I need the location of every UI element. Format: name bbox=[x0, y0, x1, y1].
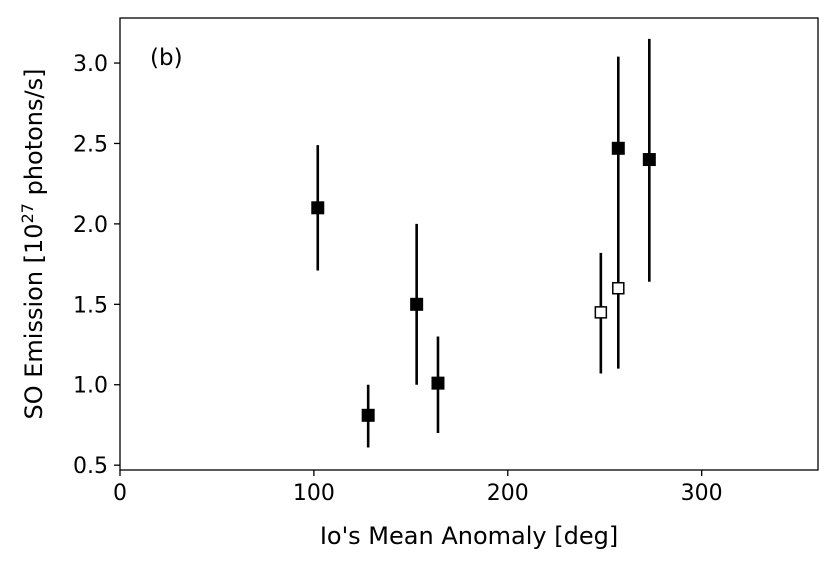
y-axis-label: SO Emission [1027 photons/s] bbox=[18, 69, 48, 420]
data-point-filled bbox=[410, 297, 424, 311]
data-marks bbox=[311, 38, 656, 448]
x-tick-label: 100 bbox=[293, 481, 335, 506]
y-axis-label-tail: photons/s] bbox=[20, 69, 48, 204]
y-tick-label: 3.0 bbox=[73, 52, 108, 77]
data-point-filled bbox=[361, 408, 375, 422]
data-point-filled bbox=[311, 201, 325, 215]
x-tick-label: 0 bbox=[113, 481, 127, 506]
y-axis-label-main: SO Emission [10 bbox=[20, 223, 48, 419]
x-axis-label: Io's Mean Anomaly [deg] bbox=[320, 522, 618, 550]
y-tick-label: 2.5 bbox=[73, 132, 108, 157]
data-point-filled bbox=[611, 141, 625, 155]
data-point-filled bbox=[642, 153, 656, 167]
y-tick-label: 1.0 bbox=[73, 374, 108, 399]
panel-label: (b) bbox=[150, 45, 183, 71]
y-axis: 0.5 1.0 1.5 2.0 2.5 3.0 bbox=[73, 52, 120, 479]
data-point-open bbox=[594, 306, 608, 319]
x-tick-label: 300 bbox=[681, 481, 723, 506]
x-tick-label: 200 bbox=[487, 481, 529, 506]
plot-frame bbox=[119, 17, 819, 471]
data-point-filled bbox=[431, 376, 445, 390]
y-axis-label-exponent: 27 bbox=[18, 203, 37, 223]
y-tick-label: 1.5 bbox=[73, 293, 108, 318]
data-point-open bbox=[612, 281, 625, 295]
y-tick-label: 0.5 bbox=[73, 454, 108, 479]
y-tick-label: 2.0 bbox=[73, 213, 108, 238]
x-axis: 0 100 200 300 bbox=[113, 470, 723, 506]
